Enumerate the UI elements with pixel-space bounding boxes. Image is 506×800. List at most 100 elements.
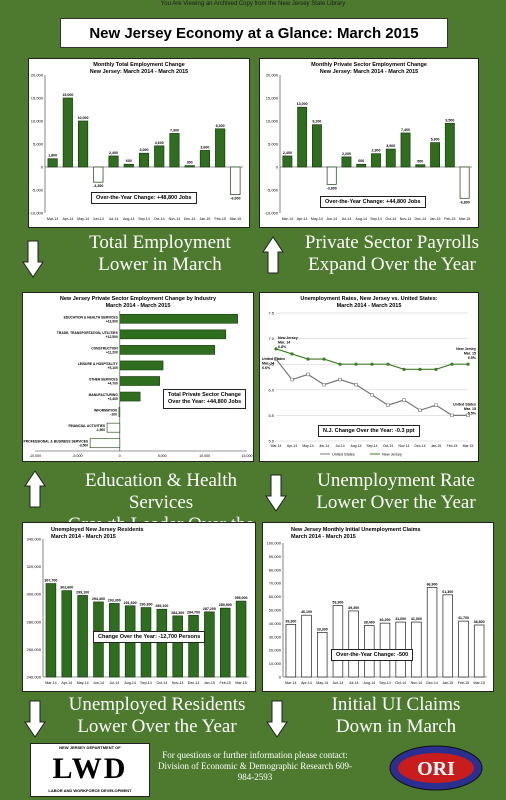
y-tick-label: 70,000 <box>269 581 282 586</box>
y-tick-label: 280,000 <box>27 619 42 624</box>
caption-total-employment: Total Employment Lower in March <box>60 232 260 276</box>
x-tick-label: May-14 <box>302 444 313 448</box>
bar <box>442 594 453 678</box>
bar <box>301 614 312 678</box>
data-label: 33,300 <box>317 627 328 631</box>
callout-line2: Over the Year: +44,800 Jobs <box>168 399 242 405</box>
bar <box>61 590 73 678</box>
industry-chart: -10,000 -5,000 0 5,000 10,000 15,000 EDUCATION… <box>24 311 253 458</box>
series-point <box>370 362 374 366</box>
bar <box>204 611 215 678</box>
caption-line1: Unemployment Rate <box>317 470 475 491</box>
panel-title-line2: March 2014 - March 2015 <box>105 302 171 309</box>
panel-title-line2: New Jersey: March 2014 - March 2015 <box>89 68 189 75</box>
bar <box>371 153 381 168</box>
data-label: -3,500 <box>79 444 89 448</box>
data-label: 3,000 <box>140 148 149 152</box>
x-tick-label: May-14 <box>77 681 89 685</box>
data-label: 39,300 <box>285 619 296 623</box>
y-tick-label: 40,000 <box>269 621 282 626</box>
contact-line2: Division of Economic & Demographic Resea… <box>158 761 352 782</box>
x-tick-label: Mar-15 <box>230 217 241 221</box>
bar <box>235 600 247 678</box>
data-label: +2,400 <box>108 397 118 401</box>
bar <box>106 422 121 433</box>
annotation-us-start: United States <box>262 357 285 361</box>
category-label: MANUFACTURING <box>89 393 119 397</box>
x-tick-label: Oct-14 <box>154 217 165 221</box>
panel-title-line1: New Jersey Private Sector Employment Cha… <box>59 296 217 302</box>
x-tick-label: May-14 <box>77 217 89 221</box>
bar <box>77 595 88 678</box>
data-label: 61,300 <box>442 590 453 594</box>
caption-unemployment-rate: Unemployment Rate Lower Over the Year <box>290 470 502 514</box>
bar <box>119 391 141 402</box>
series-point <box>450 413 454 418</box>
series-line <box>275 358 468 417</box>
page-title: New Jersey Economy at a Glance: March 20… <box>89 24 419 42</box>
x-tick-label: Oct-14 <box>383 444 393 448</box>
x-tick-label: Dec-14 <box>184 217 196 221</box>
x-tick-label: Jun-14 <box>93 217 104 221</box>
annotation-us-start: Mar. 14 <box>262 362 274 366</box>
bar <box>138 152 150 168</box>
bar <box>332 605 344 678</box>
bar <box>444 122 455 168</box>
bar <box>169 133 180 168</box>
private-employment-panel: Monthly Private Sector Employment Change… <box>259 58 479 228</box>
y-tick-label: 0 <box>41 165 44 170</box>
data-label: 295,000 <box>235 596 248 600</box>
x-tick-label: -5,000 <box>72 454 82 458</box>
series-point <box>466 362 470 366</box>
caption-line2: Expand Over the Year <box>308 254 476 275</box>
y-tick-label: 300,000 <box>27 592 42 597</box>
data-label: 1,800 <box>48 154 57 158</box>
up-arrow-icon <box>262 236 284 274</box>
x-tick-label: Jul-14 <box>335 444 344 448</box>
data-label: 284,300 <box>171 611 184 615</box>
category-label: FINANCIAL ACTIVITIES <box>68 424 105 428</box>
series-point <box>322 357 326 361</box>
caption-line2: Down in March <box>335 716 457 737</box>
annotation-nj-start: 6.8% <box>278 345 287 349</box>
x-tick-label: Feb-15 <box>447 444 458 448</box>
x-tick-label: Oct-14 <box>156 681 167 685</box>
x-tick-label: Jan-15 <box>431 444 441 448</box>
bar <box>473 624 485 678</box>
x-tick-label: May-14 <box>316 681 328 685</box>
y-tick-label: 90,000 <box>269 554 282 559</box>
data-label: 302,600 <box>60 586 73 590</box>
data-label: 287,200 <box>203 607 216 611</box>
x-tick-label: Jul-14 <box>109 681 119 685</box>
series-point <box>418 408 422 412</box>
x-tick-label: Jul-14 <box>109 217 119 221</box>
bar <box>188 614 199 678</box>
legend-us: United States <box>332 452 355 456</box>
y-tick-label: 240,000 <box>27 675 42 680</box>
ori-logo-text: ORI <box>417 758 455 780</box>
x-tick-label: Mar-14 <box>282 217 293 221</box>
data-label: 41,700 <box>458 616 469 620</box>
y-tick-label: 20,000 <box>266 73 279 78</box>
down-arrow-icon <box>266 700 288 738</box>
data-label: 46,100 <box>301 610 312 614</box>
data-label: 15,000 <box>62 93 73 97</box>
bar <box>426 587 438 678</box>
series-point <box>386 403 390 407</box>
lwd-logo-bottom: LABOR AND WORKFORCE DEVELOPMENT <box>48 788 132 793</box>
x-tick-label: Sep-14 <box>140 681 152 685</box>
lwd-logo-top: NEW JERSEY DEPARTMENT OF <box>59 745 121 750</box>
x-tick-label: Jan-15 <box>430 217 441 221</box>
data-label: +11,200 <box>106 350 118 354</box>
bar <box>341 156 352 168</box>
panel-title: Unemployment Rates, New Jersey vs. Unite… <box>260 296 478 309</box>
y-tick-label: 6.5 <box>268 362 274 367</box>
bar <box>119 376 160 386</box>
data-label: 3,600 <box>200 145 209 149</box>
caption-line2: Lower Over the Year <box>316 492 476 513</box>
y-tick-label: -10,000 <box>29 211 43 216</box>
y-tick-label: 50,000 <box>269 608 282 613</box>
series-point <box>354 362 358 366</box>
x-tick-label: Mar-15 <box>459 217 470 221</box>
panel-title: Monthly Total Employment Change New Jers… <box>29 62 249 75</box>
